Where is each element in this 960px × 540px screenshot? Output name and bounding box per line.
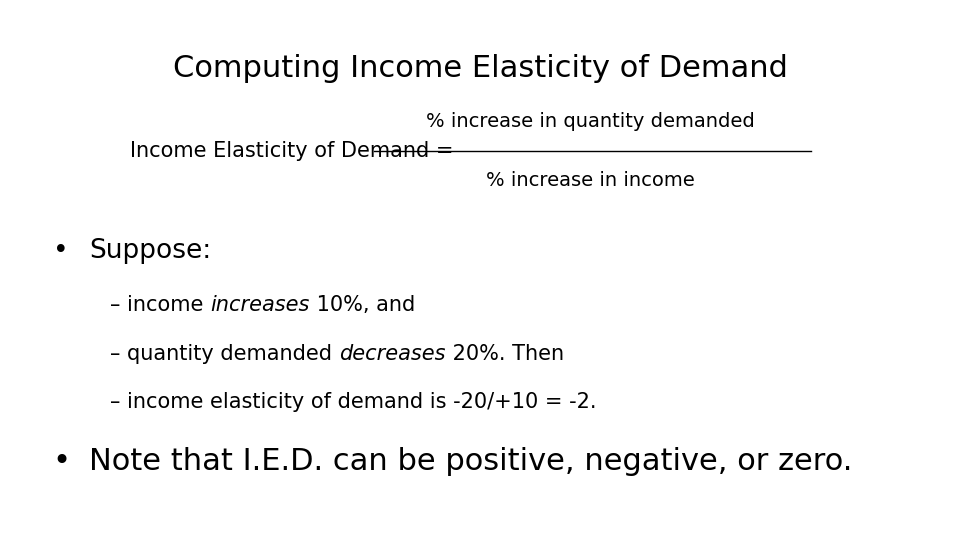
Text: Computing Income Elasticity of Demand: Computing Income Elasticity of Demand	[173, 54, 787, 83]
Text: % increase in income: % increase in income	[486, 171, 695, 191]
Text: •: •	[53, 238, 68, 264]
Text: •: •	[53, 447, 71, 476]
Text: increases: increases	[210, 295, 310, 315]
Text: 20%. Then: 20%. Then	[445, 343, 564, 364]
Text: Note that I.E.D. can be positive, negative, or zero.: Note that I.E.D. can be positive, negati…	[89, 447, 852, 476]
Text: decreases: decreases	[339, 343, 445, 364]
Text: Income Elasticity of Demand =: Income Elasticity of Demand =	[130, 141, 453, 161]
Text: – quantity demanded: – quantity demanded	[110, 343, 339, 364]
Text: Suppose:: Suppose:	[89, 238, 211, 264]
Text: % increase in quantity demanded: % increase in quantity demanded	[426, 112, 755, 131]
Text: – income: – income	[110, 295, 210, 315]
Text: 10%, and: 10%, and	[310, 295, 415, 315]
Text: – income elasticity of demand is -20/+10 = -2.: – income elasticity of demand is -20/+10…	[110, 392, 597, 413]
